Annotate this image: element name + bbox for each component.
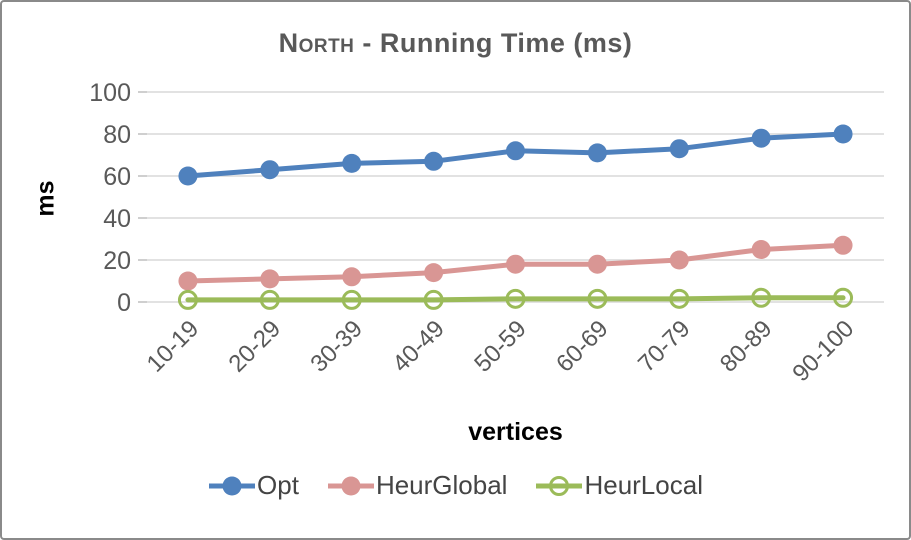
y-tick-label: 80 [103, 121, 131, 149]
data-point-heurlocal [505, 288, 526, 309]
chart-title-smallcaps: North [278, 28, 355, 58]
data-point-heurglobal [424, 263, 444, 283]
x-tick-label: 50-59 [469, 315, 532, 378]
data-point-opt [178, 166, 198, 186]
x-tick-label: 80-89 [715, 315, 778, 378]
series-line-heurlocal [185, 295, 846, 303]
data-point-heurlocal [177, 289, 198, 310]
data-point-heurlocal [341, 289, 362, 310]
y-tick-label: 0 [117, 289, 131, 317]
data-point-opt [506, 141, 525, 161]
data-point-opt [342, 153, 362, 173]
x-tick-label: 90-100 [787, 315, 859, 387]
legend-item-opt: Opt [208, 470, 299, 501]
chart-title-rest: - Running Time (ms) [354, 28, 633, 58]
legend-circle [341, 476, 361, 495]
data-point-heurglobal [178, 271, 198, 291]
legend-marker-opt-icon [209, 476, 256, 495]
data-point-heurlocal [833, 287, 854, 308]
legend-circle [549, 475, 570, 496]
legend-marker-heurlocal-icon [536, 475, 583, 496]
data-point-heurglobal [342, 267, 362, 287]
data-point-heurglobal [833, 235, 853, 255]
legend-circle [222, 476, 242, 495]
data-point-opt [833, 124, 853, 144]
data-point-opt [751, 128, 771, 148]
x-tick-label: 20-29 [224, 315, 287, 378]
data-point-heurlocal [669, 288, 690, 309]
x-tick-label: 70-79 [633, 315, 696, 378]
data-point-opt [260, 160, 280, 180]
data-point-heurlocal [423, 289, 444, 310]
x-axis-title: vertices [468, 418, 563, 446]
data-point-heurglobal [751, 240, 771, 259]
data-point-heurglobal [260, 269, 280, 289]
legend: Opt HeurGlobal HeurLocal [2, 470, 909, 501]
data-point-heurlocal [587, 288, 608, 309]
legend-label: Opt [257, 470, 299, 500]
data-point-heurglobal [669, 250, 689, 270]
data-point-opt [424, 151, 444, 171]
data-point-heurglobal [506, 254, 525, 274]
legend-item-heurlocal: HeurLocal [535, 470, 703, 501]
data-point-heurlocal [259, 289, 280, 310]
legend-item-heurglobal: HeurGlobal [327, 470, 508, 501]
x-tick-label: 40-49 [387, 315, 450, 378]
x-tick-label: 60-69 [551, 315, 614, 378]
data-point-opt [669, 139, 689, 159]
legend-marker-heurglobal-icon [327, 476, 374, 495]
x-tick-label: 10-19 [142, 315, 205, 378]
y-tick-label: 20 [103, 247, 131, 275]
y-tick-label: 100 [89, 79, 131, 107]
y-tick-label: 60 [103, 163, 131, 191]
y-tick-label: 40 [103, 205, 131, 233]
legend-label: HeurLocal [584, 470, 703, 500]
x-tick-label: 30-39 [305, 315, 368, 378]
data-point-heurlocal [751, 287, 772, 308]
data-point-opt [587, 143, 607, 163]
data-point-heurglobal [587, 254, 607, 274]
legend-label: HeurGlobal [375, 470, 508, 500]
chart-title: North - Running Time (ms) [2, 28, 909, 59]
